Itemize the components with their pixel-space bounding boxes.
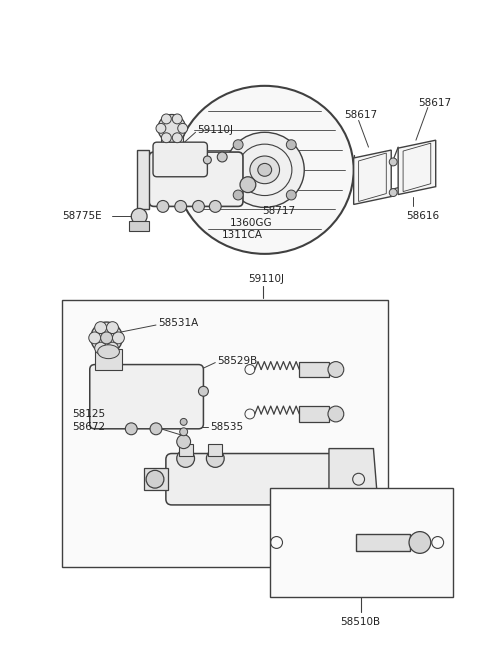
Circle shape — [192, 200, 204, 212]
Circle shape — [180, 419, 187, 425]
FancyBboxPatch shape — [149, 152, 243, 206]
Circle shape — [91, 322, 122, 354]
Circle shape — [89, 332, 101, 344]
Bar — [95, 348, 122, 371]
Circle shape — [161, 133, 171, 143]
Circle shape — [204, 156, 211, 164]
Ellipse shape — [97, 345, 120, 359]
Circle shape — [328, 406, 344, 422]
Circle shape — [178, 123, 188, 133]
Circle shape — [131, 208, 147, 224]
Text: 58672: 58672 — [72, 422, 105, 432]
Circle shape — [150, 423, 162, 435]
Circle shape — [409, 532, 431, 553]
Bar — [300, 406, 329, 422]
Text: 59110J: 59110J — [248, 274, 284, 284]
Circle shape — [175, 200, 187, 212]
Circle shape — [156, 123, 166, 133]
Text: 1311CA: 1311CA — [222, 230, 263, 240]
FancyBboxPatch shape — [153, 142, 207, 177]
Circle shape — [95, 322, 107, 333]
Circle shape — [199, 386, 208, 396]
Text: 58510B: 58510B — [340, 616, 381, 627]
Bar — [300, 362, 329, 377]
Text: 58717: 58717 — [262, 206, 295, 216]
FancyBboxPatch shape — [166, 453, 349, 505]
Circle shape — [125, 423, 137, 435]
Circle shape — [240, 177, 256, 193]
Circle shape — [146, 470, 164, 488]
Ellipse shape — [225, 132, 304, 208]
Text: 58617: 58617 — [418, 98, 451, 107]
Ellipse shape — [258, 163, 272, 176]
Text: 58775E: 58775E — [62, 212, 102, 221]
Text: 58616: 58616 — [406, 212, 439, 221]
Ellipse shape — [176, 86, 354, 254]
Circle shape — [95, 342, 107, 354]
Circle shape — [172, 133, 182, 143]
Circle shape — [209, 200, 221, 212]
Text: 1360GG: 1360GG — [230, 218, 273, 228]
Polygon shape — [398, 140, 436, 195]
Circle shape — [206, 449, 224, 468]
Bar — [161, 134, 183, 154]
Bar — [356, 534, 410, 552]
Circle shape — [217, 152, 227, 162]
Polygon shape — [329, 449, 378, 510]
Text: 58617: 58617 — [344, 111, 377, 121]
Text: 59110J: 59110J — [197, 125, 233, 136]
Circle shape — [328, 362, 344, 377]
Polygon shape — [354, 150, 391, 204]
FancyBboxPatch shape — [90, 365, 204, 429]
Circle shape — [233, 190, 243, 200]
Bar — [270, 488, 453, 597]
Bar — [208, 443, 222, 455]
Polygon shape — [137, 150, 149, 210]
Circle shape — [172, 114, 182, 124]
Circle shape — [287, 140, 296, 149]
Bar — [144, 468, 168, 490]
Circle shape — [157, 200, 169, 212]
Circle shape — [233, 140, 243, 149]
Text: 58125: 58125 — [72, 409, 105, 419]
Text: 58529B: 58529B — [217, 356, 257, 365]
Circle shape — [177, 435, 191, 449]
Circle shape — [180, 428, 188, 436]
Circle shape — [287, 190, 296, 200]
Circle shape — [389, 189, 397, 196]
Circle shape — [112, 332, 124, 344]
Circle shape — [177, 449, 194, 468]
Text: 58535: 58535 — [210, 422, 243, 432]
Circle shape — [158, 115, 186, 142]
Circle shape — [161, 114, 171, 124]
Circle shape — [107, 322, 119, 333]
Bar — [62, 301, 388, 567]
Circle shape — [389, 158, 397, 166]
Ellipse shape — [250, 156, 279, 183]
Text: 58531A: 58531A — [158, 318, 198, 328]
Bar — [129, 221, 149, 231]
Circle shape — [101, 332, 112, 344]
Bar — [179, 443, 192, 455]
Circle shape — [107, 342, 119, 354]
